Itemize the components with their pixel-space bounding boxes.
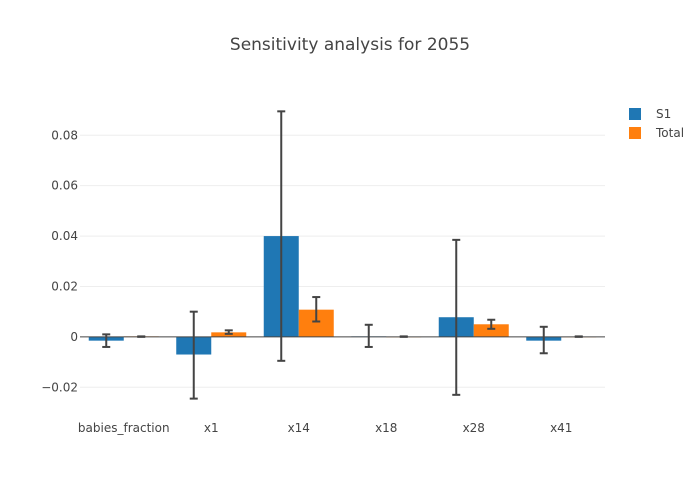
gridlines <box>80 134 605 388</box>
error-bar <box>539 325 548 355</box>
y-tick-label: 0.02 <box>51 279 78 293</box>
error-bar <box>189 310 198 400</box>
error-bar <box>487 318 496 330</box>
legend[interactable]: S1 Total <box>629 107 684 140</box>
error-bar <box>364 323 373 348</box>
chart-title: Sensitivity analysis for 2055 <box>230 35 470 55</box>
error-bar <box>137 335 146 338</box>
legend-swatch-s1[interactable] <box>629 108 641 120</box>
legend-swatch-total[interactable] <box>629 127 641 139</box>
legend-label[interactable]: S1 <box>656 107 671 121</box>
x-tick-label: x18 <box>375 421 397 435</box>
x-tick-label: x14 <box>288 421 310 435</box>
y-tick-label: 0.06 <box>51 179 78 193</box>
x-tick-label: x28 <box>463 421 485 435</box>
x-tick-label: x41 <box>550 421 572 435</box>
error-bar <box>312 296 321 323</box>
error-bar <box>224 329 233 335</box>
legend-label[interactable]: Total <box>655 126 684 140</box>
x-tick-label: babies_fraction <box>78 421 170 435</box>
y-axis-ticks: −0.02 0 0.02 0.04 0.06 0.08 <box>41 128 78 394</box>
error-bar <box>452 238 461 396</box>
error-bar <box>574 335 583 338</box>
error-bars <box>102 110 583 400</box>
y-tick-label: −0.02 <box>41 380 78 394</box>
error-bar <box>277 110 286 362</box>
y-tick-label: 0.04 <box>51 229 78 243</box>
x-tick-label: x1 <box>204 421 219 435</box>
y-tick-label: 0.08 <box>51 128 78 142</box>
bar-total[interactable] <box>473 324 509 337</box>
error-bar <box>399 335 408 338</box>
error-bar <box>102 333 111 348</box>
y-tick-label: 0 <box>70 330 78 344</box>
x-axis-ticks: babies_fraction x1 x14 x18 x28 x41 <box>78 421 573 435</box>
